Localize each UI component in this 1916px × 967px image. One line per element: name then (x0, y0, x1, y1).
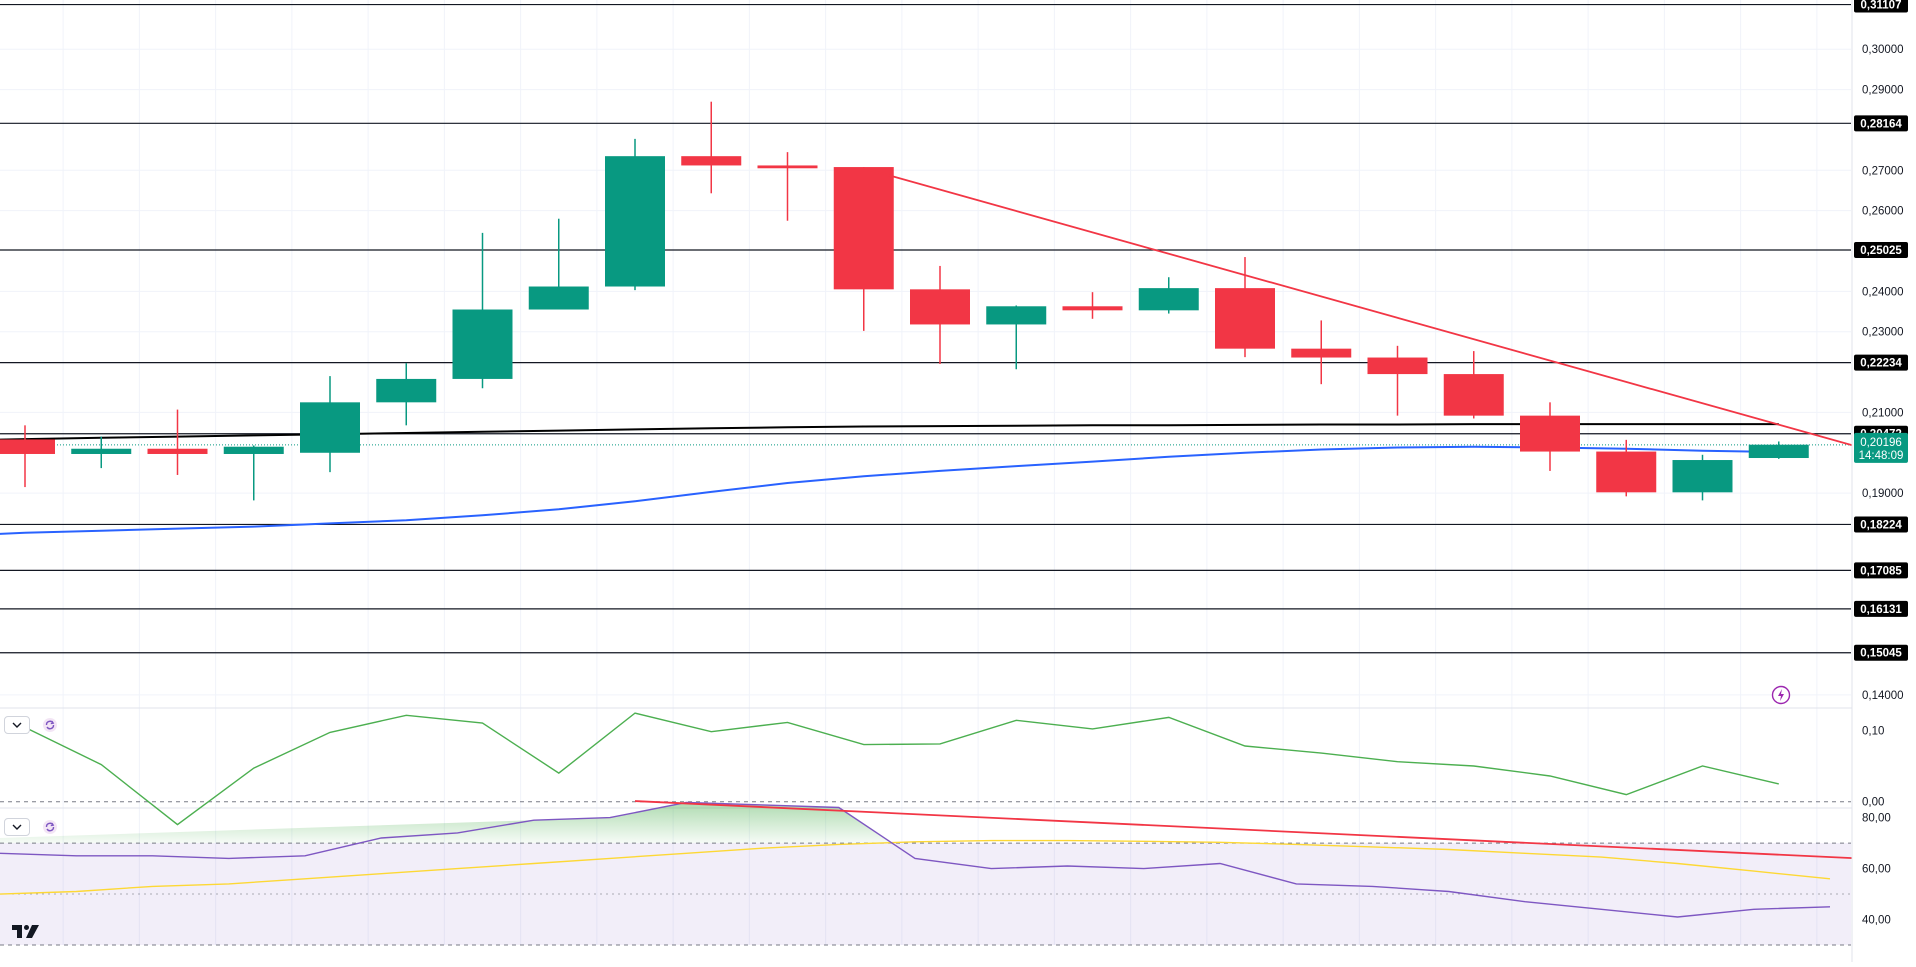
level-price-text: 0,18224 (1860, 519, 1902, 531)
level-price-text: 0,22234 (1860, 358, 1902, 370)
lightning-alert-icon[interactable] (1771, 685, 1791, 705)
y-tick-label: 0,23000 (1862, 327, 1904, 339)
oscillator-tick-label: 0,10 (1862, 725, 1884, 737)
candle-body-down[interactable] (910, 289, 970, 325)
candle-body-up[interactable] (528, 286, 589, 310)
candle-body-up[interactable] (1138, 288, 1199, 311)
descending-trendline[interactable] (863, 167, 1913, 463)
current-price-label (1854, 432, 1908, 463)
level-price-label (1854, 562, 1908, 579)
candle-body-up[interactable] (223, 446, 284, 454)
countdown-text: 14:48:09 (1859, 450, 1904, 462)
level-price-label (1854, 0, 1908, 13)
level-price-label (1854, 644, 1908, 661)
price-axis-background (1852, 0, 1916, 962)
y-tick-label: 0,24000 (1862, 286, 1904, 298)
rsi-tick-label: 40,00 (1862, 915, 1891, 927)
refresh-icon[interactable] (42, 717, 58, 733)
level-price-text: 0,25025 (1860, 245, 1902, 257)
candle-body-down[interactable] (757, 165, 818, 169)
y-tick-label: 0,29000 (1862, 85, 1904, 97)
y-tick-label: 0,30000 (1862, 44, 1904, 56)
rsi-overbought-fill (0, 802, 893, 844)
current-price-text: 0,20196 (1860, 437, 1902, 449)
candle-body-down[interactable] (833, 167, 894, 290)
candle-body-up[interactable] (376, 378, 437, 403)
y-tick-label: 0,21000 (1862, 407, 1904, 419)
candle-body-down[interactable] (1291, 348, 1352, 358)
oscillator-tick-label: 0,00 (1862, 797, 1884, 809)
candle-body-up[interactable] (452, 309, 513, 379)
rsi-collapse-button[interactable] (4, 818, 30, 836)
rsi-tick-label: 60,00 (1862, 864, 1891, 876)
level-price-label (1854, 115, 1908, 132)
y-tick-label: 0,14000 (1862, 690, 1904, 702)
candle-body-down[interactable] (1215, 288, 1275, 349)
rsi-line (0, 801, 1831, 918)
rsi-tick-label: 80,00 (1862, 813, 1891, 825)
candle-body-up[interactable] (986, 306, 1047, 325)
candle-body-up[interactable] (71, 448, 132, 454)
level-price-text: 0,15045 (1860, 648, 1902, 660)
candle-body-down[interactable] (681, 156, 742, 166)
y-tick-label: 0,27000 (1862, 165, 1904, 177)
chevron-down-icon (12, 722, 22, 728)
moving-average-blue-line (0, 531, 26, 535)
candle-body-up[interactable] (605, 156, 665, 287)
candle-body-down[interactable] (1062, 306, 1123, 311)
oscillator-line (24, 712, 1779, 826)
level-price-label (1854, 354, 1908, 371)
candle-body-up[interactable] (300, 402, 360, 453)
chevron-down-icon (12, 824, 22, 830)
rsi-trendline[interactable] (634, 800, 1913, 862)
level-price-text: 0,28164 (1860, 118, 1902, 130)
candle-body-up[interactable] (1748, 444, 1809, 459)
moving-average-blue-line (24, 445, 1779, 534)
candle-body-down[interactable] (1520, 415, 1580, 452)
level-price-text: 0,31107 (1861, 0, 1902, 12)
y-tick-label: 0,26000 (1862, 206, 1904, 218)
rsi-signal-line (0, 839, 1831, 895)
level-price-text: 0,16131 (1860, 604, 1902, 616)
tradingview-logo (12, 925, 39, 938)
candle-body-up[interactable] (1672, 460, 1733, 493)
candle-body-down[interactable] (147, 448, 208, 454)
y-tick-label: 0,19000 (1862, 488, 1904, 500)
oscillator-collapse-button[interactable] (4, 716, 30, 734)
level-price-label (1854, 241, 1908, 258)
candle-body-down[interactable] (1596, 451, 1657, 493)
refresh-icon[interactable] (42, 819, 58, 835)
candle-body-down[interactable] (1367, 357, 1428, 375)
candle-body-down[interactable] (1443, 374, 1504, 416)
level-price-label (1854, 516, 1908, 533)
level-price-text: 0,17085 (1860, 565, 1902, 577)
candle-body-down[interactable] (0, 439, 55, 454)
level-price-label (1854, 600, 1908, 617)
